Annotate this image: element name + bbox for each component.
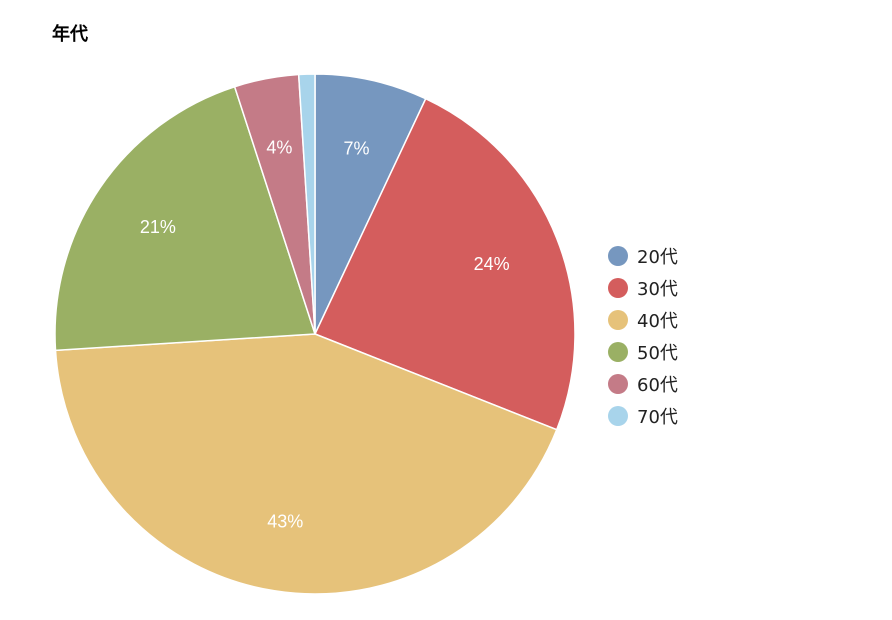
pie-slice-30代[interactable]: [313, 97, 576, 431]
legend-swatch: [608, 310, 628, 330]
legend-swatch: [608, 342, 628, 362]
legend-label: 20代: [637, 247, 678, 268]
pie-slice-20代[interactable]: [314, 73, 427, 335]
legend-swatch: [608, 406, 628, 426]
legend-label: 50代: [637, 343, 678, 364]
legend-item-70代[interactable]: 70代: [608, 400, 678, 432]
legend-label: 70代: [637, 407, 678, 428]
legend-item-50代[interactable]: 50代: [608, 336, 678, 368]
legend-swatch: [608, 374, 628, 394]
pie-slice-50代[interactable]: [54, 85, 317, 352]
legend-item-60代[interactable]: 60代: [608, 368, 678, 400]
pie-slice-70代[interactable]: [297, 73, 316, 335]
pie-slices: [54, 73, 576, 595]
legend-item-20代[interactable]: 20代: [608, 240, 678, 272]
legend-label: 60代: [637, 375, 678, 396]
legend-swatch: [608, 246, 628, 266]
legend-label: 30代: [637, 279, 678, 300]
data-label-60代: 4%: [266, 137, 292, 157]
chart-title: 年代: [52, 24, 88, 45]
data-label-50代: 21%: [140, 217, 176, 237]
pie-data-labels: 7% 24% 43% 21% 4%: [140, 137, 510, 531]
data-label-40代: 43%: [267, 512, 303, 532]
pie-slice-40代[interactable]: [54, 333, 558, 595]
data-label-20代: 7%: [343, 139, 369, 159]
legend-item-30代[interactable]: 30代: [608, 272, 678, 304]
legend: 20代 30代 40代 50代 60代 70代: [608, 240, 678, 432]
legend-swatch: [608, 278, 628, 298]
legend-label: 40代: [637, 311, 678, 332]
legend-item-40代[interactable]: 40代: [608, 304, 678, 336]
data-label-30代: 24%: [474, 254, 510, 274]
